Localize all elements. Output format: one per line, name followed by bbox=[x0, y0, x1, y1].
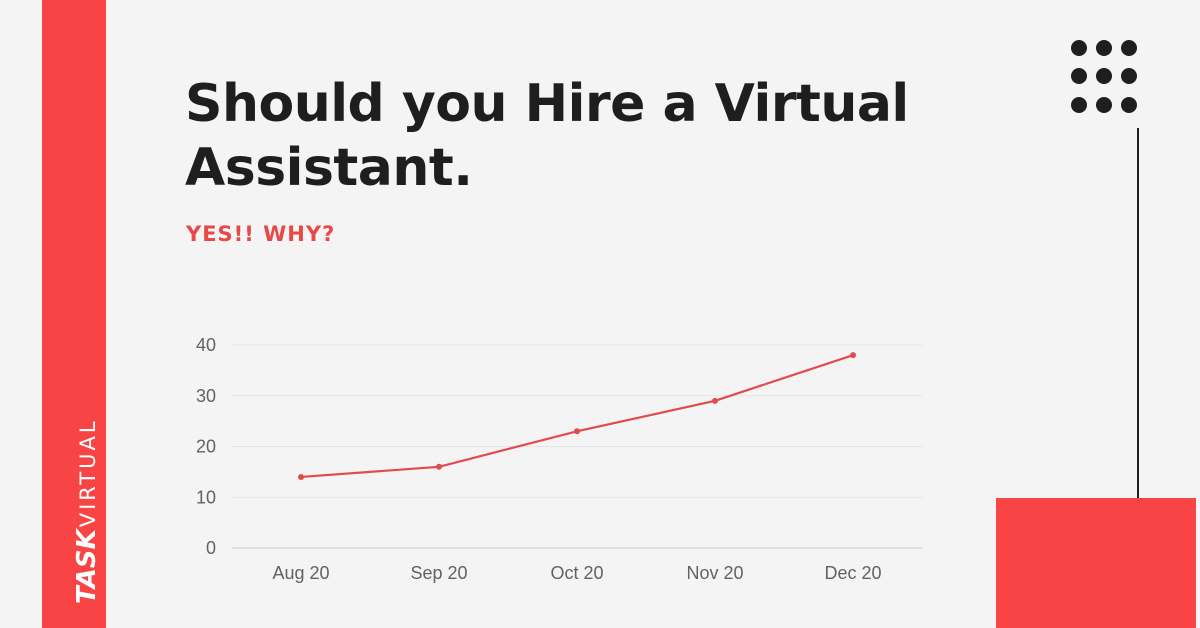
dot bbox=[1121, 40, 1137, 56]
x-axis-ticks: Aug 20 Sep 20 Oct 20 Nov 20 Dec 20 bbox=[272, 563, 881, 583]
x-tick-label: Aug 20 bbox=[272, 563, 329, 583]
dot-grid-icon bbox=[1071, 40, 1147, 116]
dot bbox=[1121, 68, 1137, 85]
y-tick-label: 20 bbox=[196, 437, 216, 457]
dot bbox=[1121, 96, 1137, 113]
chart-series bbox=[298, 352, 856, 480]
left-accent-bar bbox=[42, 0, 106, 628]
y-tick-label: 40 bbox=[196, 335, 216, 355]
x-tick-label: Nov 20 bbox=[686, 563, 743, 583]
x-tick-label: Sep 20 bbox=[410, 563, 467, 583]
dot bbox=[1096, 40, 1112, 56]
x-tick-label: Oct 20 bbox=[550, 563, 603, 583]
y-axis-ticks: 0 10 20 30 40 bbox=[196, 335, 216, 558]
dot bbox=[1071, 68, 1087, 85]
page-title: Should you Hire a Virtual Assistant. bbox=[185, 74, 909, 198]
data-point bbox=[298, 473, 304, 480]
x-tick-label: Dec 20 bbox=[824, 563, 881, 583]
page-subtitle: YES!! WHY? bbox=[186, 222, 336, 246]
data-point bbox=[850, 352, 856, 359]
y-tick-label: 0 bbox=[206, 538, 216, 558]
dot bbox=[1096, 96, 1112, 113]
data-point bbox=[712, 397, 718, 404]
y-tick-label: 10 bbox=[196, 487, 216, 507]
dot bbox=[1071, 40, 1087, 56]
data-point bbox=[574, 428, 580, 435]
corner-accent-block bbox=[996, 498, 1196, 628]
vertical-divider-line bbox=[1137, 128, 1139, 500]
dot bbox=[1096, 68, 1112, 85]
series-line bbox=[300, 354, 854, 479]
y-tick-label: 30 bbox=[196, 386, 216, 406]
dot bbox=[1071, 96, 1087, 113]
data-point bbox=[436, 463, 442, 470]
chart-grid bbox=[232, 344, 922, 549]
